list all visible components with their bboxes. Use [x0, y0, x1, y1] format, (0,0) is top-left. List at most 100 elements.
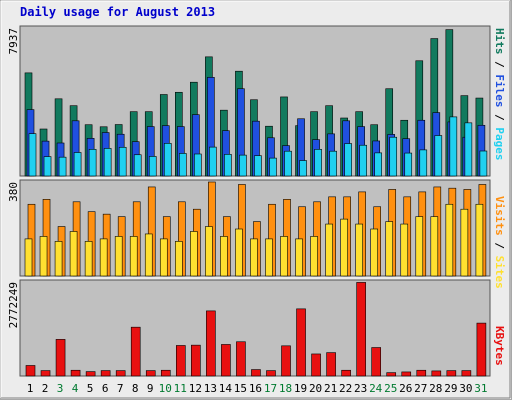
sites-bar: [175, 241, 183, 277]
pages-bar: [464, 122, 473, 177]
kbytes-bar: [296, 308, 306, 377]
day-label: 10: [159, 382, 172, 395]
hits-legend: Hits / Files / Pages: [493, 28, 506, 161]
kbytes-bar: [236, 341, 246, 377]
pages-bar: [254, 155, 262, 177]
day-label: 17: [264, 382, 277, 395]
pages-bar: [344, 143, 352, 177]
pages-bar: [239, 154, 247, 177]
kbytes-bar: [281, 345, 291, 377]
chart-title: Daily usage for August 2013: [20, 5, 215, 19]
kbytes-bar: [206, 310, 216, 377]
sites-bar: [280, 236, 288, 277]
kbytes-bar: [311, 353, 321, 377]
sites-bar: [190, 231, 198, 277]
sites-bar: [370, 228, 378, 277]
legend-hits: Hits: [493, 28, 506, 55]
sites-bar: [54, 241, 63, 277]
sites-bar: [475, 203, 484, 277]
pages-bar: [359, 144, 367, 177]
pages-bar: [404, 152, 413, 177]
pages-bar: [148, 156, 157, 177]
day-label: 12: [189, 382, 202, 395]
sites-bar: [430, 216, 439, 277]
sites-bar: [415, 216, 424, 277]
sites-bar: [220, 236, 228, 277]
kbytes-legend: KBytes: [493, 326, 506, 366]
kbytes-bar: [446, 370, 457, 377]
sites-bar: [295, 238, 303, 277]
sites-bar: [250, 238, 258, 277]
kbytes-bar: [266, 370, 276, 377]
kbytes-bar: [130, 326, 141, 377]
sites-bar: [144, 233, 153, 277]
kbytes-bar: [416, 369, 427, 377]
day-label: 26: [399, 382, 412, 395]
pages-bar: [163, 143, 172, 177]
kbytes-bar: [40, 370, 51, 377]
legend-files: Files: [493, 74, 506, 107]
day-label: 11: [174, 382, 187, 395]
kbytes-bar: [70, 369, 81, 377]
pages-bar: [194, 153, 202, 177]
pages-bar: [389, 136, 398, 177]
visits-legend: Visits / Sites: [493, 196, 506, 289]
day-label: 2: [42, 382, 49, 395]
sites-bar: [99, 238, 108, 277]
sites-bar: [325, 223, 333, 277]
legend-separator: /: [493, 236, 506, 256]
pages-bar: [179, 153, 187, 177]
day-label: 21: [324, 382, 337, 395]
kbytes-bar: [431, 370, 442, 377]
pages-bar: [118, 146, 127, 177]
sites-bar: [205, 226, 213, 277]
kbytes-bar: [176, 345, 186, 377]
sites-bar: [340, 218, 348, 277]
visits-max-label: 380: [7, 182, 20, 202]
pages-bar: [224, 154, 232, 177]
kbytes-bar: [115, 370, 126, 377]
sites-bar: [129, 236, 138, 277]
pages-bar: [43, 156, 52, 177]
day-label: 15: [234, 382, 247, 395]
day-label: 22: [339, 382, 352, 395]
pages-bar: [374, 152, 382, 177]
day-label: 8: [132, 382, 139, 395]
pages-bar: [103, 148, 112, 177]
pages-bar: [284, 150, 292, 177]
kbytes-panel: [19, 279, 491, 377]
sites-bar: [400, 223, 409, 277]
day-label: 5: [87, 382, 94, 395]
day-label: 23: [354, 382, 367, 395]
sites-bar: [445, 203, 454, 277]
day-label: 9: [147, 382, 154, 395]
sites-bar: [159, 238, 168, 277]
day-label: 30: [459, 382, 472, 395]
sites-bar: [39, 236, 48, 277]
pages-bar: [299, 160, 307, 177]
pages-bar: [209, 146, 217, 177]
kbytes-bar: [326, 352, 336, 377]
sites-bar: [84, 241, 93, 277]
legend-separator: /: [493, 108, 506, 128]
kbytes-bar: [145, 370, 156, 377]
sites-bar: [114, 236, 123, 277]
kbytes-bar: [191, 344, 201, 377]
sites-bar: [385, 221, 394, 277]
day-label: 16: [249, 382, 262, 395]
day-label: 24: [369, 382, 383, 395]
pages-bar: [58, 156, 67, 177]
sites-bar: [355, 223, 363, 277]
pages-bar: [88, 149, 97, 177]
legend-pages: Pages: [493, 127, 506, 160]
day-labels: 1 2 3 4 5 6 7 8 9 10 11 12 13 14 15 16 17 18 19 20 21 22 23 24 2…: [27, 382, 488, 395]
kbytes-bar: [476, 322, 487, 377]
pages-bar: [434, 135, 443, 177]
day-label: 28: [429, 382, 442, 395]
pages-bar: [133, 154, 142, 177]
pages-bar: [479, 150, 488, 177]
legend-visits: Visits: [493, 196, 506, 236]
pages-bar: [314, 149, 322, 177]
sites-bar: [69, 231, 78, 277]
kbytes-bar: [401, 371, 412, 377]
